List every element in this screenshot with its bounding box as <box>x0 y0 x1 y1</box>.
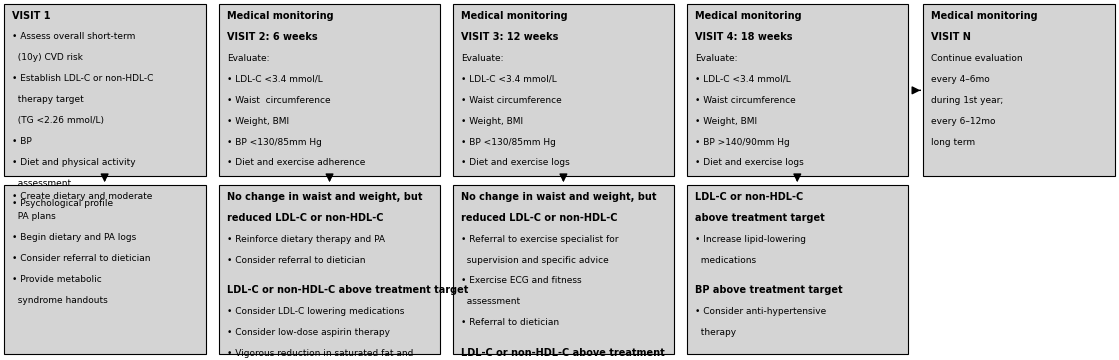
Text: every 4–6mo: every 4–6mo <box>931 75 990 84</box>
FancyBboxPatch shape <box>219 185 440 354</box>
Text: • Diet and exercise logs: • Diet and exercise logs <box>461 158 570 167</box>
Text: (TG <2.26 mmol/L): (TG <2.26 mmol/L) <box>12 116 104 125</box>
Text: syndrome handouts: syndrome handouts <box>12 296 109 305</box>
Text: VISIT 3: 12 weeks: VISIT 3: 12 weeks <box>461 32 558 42</box>
Text: • Consider referral to dietician: • Consider referral to dietician <box>12 254 151 263</box>
Text: • LDL-C <3.4 mmol/L: • LDL-C <3.4 mmol/L <box>695 75 791 84</box>
Text: • LDL-C <3.4 mmol/L: • LDL-C <3.4 mmol/L <box>461 75 557 84</box>
Text: • Consider anti-hypertensive: • Consider anti-hypertensive <box>695 307 826 316</box>
Text: • Establish LDL-C or non-HDL-C: • Establish LDL-C or non-HDL-C <box>12 74 153 83</box>
Text: • BP <130/85mm Hg: • BP <130/85mm Hg <box>227 138 322 147</box>
Text: Continue evaluation: Continue evaluation <box>931 54 1023 63</box>
Text: • Waist  circumference: • Waist circumference <box>227 96 331 105</box>
Text: VISIT 1: VISIT 1 <box>12 11 50 21</box>
Text: Evaluate:: Evaluate: <box>695 54 737 63</box>
FancyBboxPatch shape <box>219 4 440 176</box>
FancyBboxPatch shape <box>687 185 908 354</box>
Text: • Waist circumference: • Waist circumference <box>695 96 796 105</box>
Text: • Consider LDL-C lowering medications: • Consider LDL-C lowering medications <box>227 307 405 316</box>
Text: • Consider low-dose aspirin therapy: • Consider low-dose aspirin therapy <box>227 328 391 337</box>
Text: Evaluate:: Evaluate: <box>227 54 270 63</box>
Text: • Weight, BMI: • Weight, BMI <box>695 117 758 126</box>
Text: assessment: assessment <box>12 179 72 188</box>
Text: • Diet and exercise adherence: • Diet and exercise adherence <box>227 158 366 167</box>
Text: • Begin dietary and PA logs: • Begin dietary and PA logs <box>12 233 137 242</box>
Text: • BP >140/90mm Hg: • BP >140/90mm Hg <box>695 138 790 147</box>
Text: VISIT N: VISIT N <box>931 32 971 42</box>
FancyBboxPatch shape <box>4 4 206 176</box>
Text: • BP: • BP <box>12 137 32 146</box>
Text: LDL-C or non-HDL-C above treatment target: LDL-C or non-HDL-C above treatment targe… <box>227 285 469 296</box>
Text: reduced LDL-C or non-HDL-C: reduced LDL-C or non-HDL-C <box>461 213 618 223</box>
Text: above treatment target: above treatment target <box>695 213 825 223</box>
Text: Evaluate:: Evaluate: <box>461 54 504 63</box>
Text: • Exercise ECG and fitness: • Exercise ECG and fitness <box>461 276 582 285</box>
Text: • Provide metabolic: • Provide metabolic <box>12 275 102 284</box>
Text: • Diet and exercise logs: • Diet and exercise logs <box>695 158 803 167</box>
Text: VISIT 2: 6 weeks: VISIT 2: 6 weeks <box>227 32 318 42</box>
Text: • Reinforce dietary therapy and PA: • Reinforce dietary therapy and PA <box>227 235 385 244</box>
Text: Medical monitoring: Medical monitoring <box>931 11 1037 21</box>
FancyBboxPatch shape <box>687 4 908 176</box>
FancyBboxPatch shape <box>453 4 674 176</box>
Text: reduced LDL-C or non-HDL-C: reduced LDL-C or non-HDL-C <box>227 213 384 223</box>
Text: • Assess overall short-term: • Assess overall short-term <box>12 32 135 41</box>
FancyBboxPatch shape <box>4 185 206 354</box>
Text: No change in waist and weight, but: No change in waist and weight, but <box>227 192 423 202</box>
Text: • Diet and physical activity: • Diet and physical activity <box>12 158 135 167</box>
Text: Medical monitoring: Medical monitoring <box>227 11 333 21</box>
Text: long term: long term <box>931 138 975 147</box>
Text: • BP <130/85mm Hg: • BP <130/85mm Hg <box>461 138 556 147</box>
Text: • Increase lipid-lowering: • Increase lipid-lowering <box>695 235 806 244</box>
Text: • Vigorous reduction in saturated fat and: • Vigorous reduction in saturated fat an… <box>227 349 414 358</box>
Text: PA plans: PA plans <box>12 212 56 221</box>
Text: LDL-C or non-HDL-C above treatment: LDL-C or non-HDL-C above treatment <box>461 348 665 358</box>
Text: therapy: therapy <box>695 328 736 337</box>
Text: supervision and specific advice: supervision and specific advice <box>461 256 609 265</box>
Text: every 6–12mo: every 6–12mo <box>931 117 996 126</box>
Text: Medical monitoring: Medical monitoring <box>461 11 567 21</box>
Text: therapy target: therapy target <box>12 95 84 104</box>
Text: VISIT 4: 18 weeks: VISIT 4: 18 weeks <box>695 32 792 42</box>
Text: • Psychological profile: • Psychological profile <box>12 199 113 208</box>
Text: No change in waist and weight, but: No change in waist and weight, but <box>461 192 657 202</box>
Text: BP above treatment target: BP above treatment target <box>695 285 843 296</box>
FancyBboxPatch shape <box>923 4 1115 176</box>
Text: • Consider referral to dietician: • Consider referral to dietician <box>227 256 366 265</box>
Text: during 1st year;: during 1st year; <box>931 96 1004 105</box>
Text: (10y) CVD risk: (10y) CVD risk <box>12 53 83 62</box>
Text: Medical monitoring: Medical monitoring <box>695 11 801 21</box>
Text: • Weight, BMI: • Weight, BMI <box>227 117 290 126</box>
Text: medications: medications <box>695 256 756 265</box>
Text: • Referral to exercise specialist for: • Referral to exercise specialist for <box>461 235 619 244</box>
Text: • Create dietary and moderate: • Create dietary and moderate <box>12 192 152 201</box>
Text: • LDL-C <3.4 mmol/L: • LDL-C <3.4 mmol/L <box>227 75 323 84</box>
FancyBboxPatch shape <box>453 185 674 354</box>
Text: • Referral to dietician: • Referral to dietician <box>461 318 560 327</box>
Text: LDL-C or non-HDL-C: LDL-C or non-HDL-C <box>695 192 803 202</box>
Text: • Waist circumference: • Waist circumference <box>461 96 562 105</box>
Text: • Weight, BMI: • Weight, BMI <box>461 117 524 126</box>
Text: assessment: assessment <box>461 297 520 306</box>
